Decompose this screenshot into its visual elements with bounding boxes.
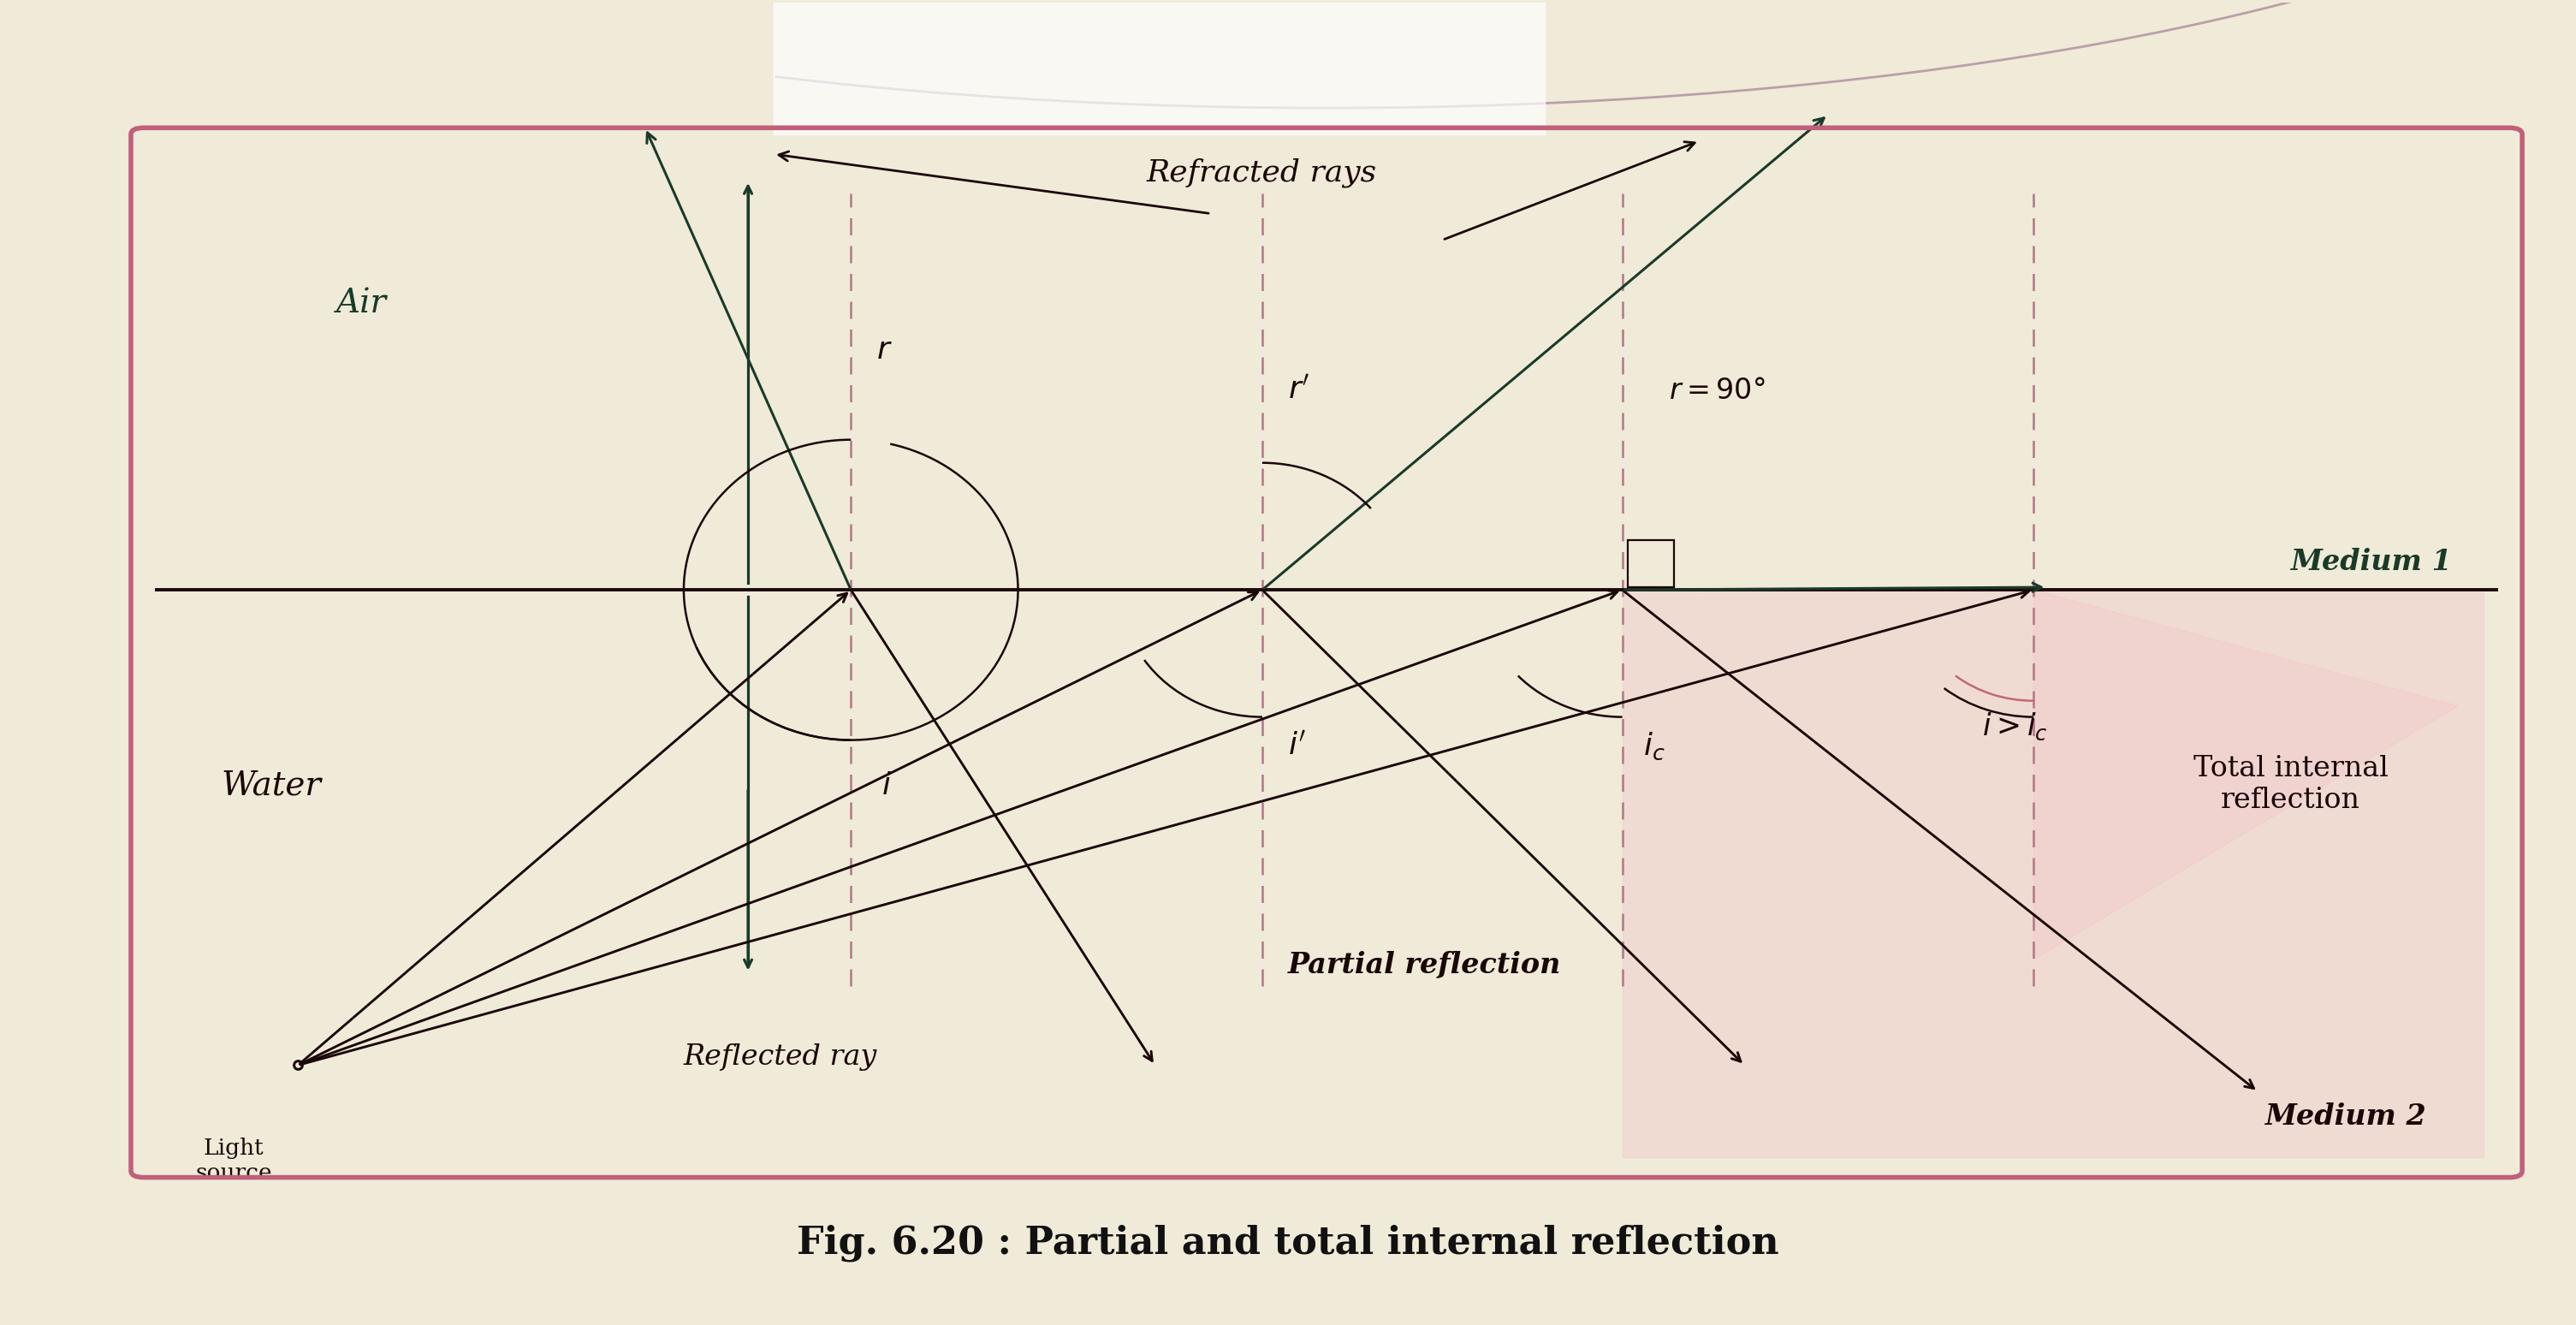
Text: Air: Air bbox=[337, 288, 386, 319]
Polygon shape bbox=[2032, 590, 2458, 959]
Text: Medium 2: Medium 2 bbox=[2264, 1102, 2427, 1130]
Text: Refracted rays: Refracted rays bbox=[1146, 158, 1378, 187]
Text: $i$: $i$ bbox=[881, 771, 891, 800]
Text: $i>i_c$: $i>i_c$ bbox=[1984, 712, 2048, 742]
Bar bbox=[1628, 539, 1674, 587]
Text: Total internal
reflection: Total internal reflection bbox=[2192, 755, 2388, 814]
Polygon shape bbox=[1623, 590, 2483, 1158]
Text: $r = 90°$: $r = 90°$ bbox=[1669, 378, 1765, 404]
Text: Water: Water bbox=[222, 770, 322, 802]
Text: $r$: $r$ bbox=[876, 335, 894, 364]
Text: Light
source: Light source bbox=[196, 1138, 273, 1185]
Text: $i_c$: $i_c$ bbox=[1643, 730, 1664, 762]
Text: Reflected ray: Reflected ray bbox=[683, 1044, 878, 1071]
Text: Partial reflection: Partial reflection bbox=[1288, 950, 1561, 979]
Text: Fig. 6.20 : Partial and total internal reflection: Fig. 6.20 : Partial and total internal r… bbox=[796, 1224, 1780, 1261]
Text: $i'$: $i'$ bbox=[1288, 731, 1306, 761]
Text: Medium 1: Medium 1 bbox=[2290, 547, 2452, 576]
Text: $r'$: $r'$ bbox=[1288, 375, 1309, 404]
